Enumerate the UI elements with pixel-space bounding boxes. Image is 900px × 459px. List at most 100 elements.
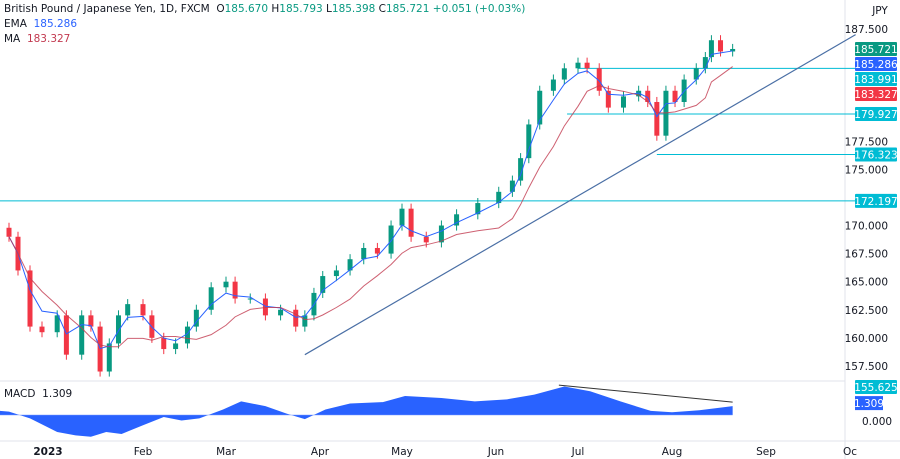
candle-body	[54, 315, 60, 333]
macd-area	[0, 386, 733, 437]
candle-body	[509, 180, 515, 192]
macd-value-tag	[855, 396, 883, 411]
candle-body	[693, 68, 699, 80]
y-tick-label: 157.500	[845, 361, 888, 373]
candle-body	[526, 124, 532, 159]
candle-body	[232, 281, 238, 299]
open-value: 185.670	[224, 3, 269, 15]
price-tag	[855, 41, 897, 56]
candle-body	[702, 57, 708, 69]
change-value: +0.051 (+0.03%)	[432, 3, 526, 15]
price-tag	[855, 86, 897, 101]
price-tag-label: 183.327	[854, 89, 897, 101]
candle-body	[645, 90, 651, 102]
x-tick-label: Feb	[134, 446, 153, 458]
macd-value-label: 1.309	[854, 398, 884, 410]
candle-body	[408, 208, 414, 237]
candle-body	[333, 270, 339, 277]
candle-body	[278, 309, 284, 316]
y-tick-label: 170.000	[845, 221, 888, 233]
candle-body	[718, 40, 724, 52]
candle-body	[262, 298, 268, 316]
y-tick-label: 165.000	[845, 277, 888, 289]
candle-body	[302, 315, 308, 327]
currency-label: JPY	[871, 5, 888, 17]
candle-body	[605, 90, 611, 108]
candle-body	[388, 225, 394, 254]
macd-legend[interactable]: MACD 1.309	[4, 388, 73, 400]
candle-body	[63, 315, 69, 355]
trendline	[304, 34, 856, 356]
price-tag	[855, 147, 897, 162]
candle-body	[361, 247, 367, 260]
candle-body	[347, 259, 353, 271]
price-tag-label: 185.286	[854, 59, 898, 71]
y-tick-label: 175.000	[845, 164, 888, 176]
candle-body	[550, 79, 556, 91]
chart-legend: British Pound / Japanese Yen, 1D, FXCM O…	[4, 2, 525, 47]
candle-body	[184, 326, 190, 344]
candle-body	[496, 191, 502, 204]
ma-legend[interactable]: MA 183.327	[4, 33, 71, 45]
candle-body	[88, 315, 94, 327]
price-tag	[855, 193, 897, 208]
x-tick-label: Apr	[311, 446, 330, 458]
candle-body	[518, 158, 524, 181]
price-tag	[855, 107, 897, 122]
candle-body	[374, 247, 380, 254]
y-tick-label: 167.500	[845, 249, 888, 261]
ma-line	[8, 66, 733, 348]
high-value: 185.793	[279, 3, 323, 15]
price-tag-label: 185.721	[854, 44, 897, 56]
y-tick-label: 177.500	[845, 136, 888, 148]
price-tag-label: 176.323	[854, 150, 897, 162]
symbol-readout: British Pound / Japanese Yen, 1D, FXCM O…	[4, 3, 526, 15]
price-tag-label: 183.991	[854, 74, 897, 86]
candle-body	[125, 304, 131, 316]
y-tick-label: 162.500	[845, 305, 888, 317]
candle-body	[320, 276, 326, 293]
candle-body	[708, 40, 714, 58]
ema-legend[interactable]: EMA 185.286	[4, 18, 77, 30]
candle-body	[39, 326, 45, 333]
candle-body	[6, 227, 12, 237]
candle-body	[106, 343, 112, 372]
ema-line	[8, 50, 733, 350]
candle-body	[115, 315, 121, 344]
candle-body	[399, 208, 405, 226]
x-tick-label: Mar	[216, 446, 236, 458]
macd-divergence-line	[558, 384, 733, 403]
candle-body	[208, 287, 214, 310]
x-tick-label: Sep	[756, 446, 776, 458]
candle-body	[247, 298, 253, 300]
x-tick-label: 2023	[33, 446, 62, 458]
candle-body	[193, 309, 199, 327]
price-tag-label: 179.927	[854, 109, 897, 121]
candle-body	[161, 337, 167, 350]
x-tick-label: May	[391, 446, 413, 458]
candle-body	[454, 214, 460, 226]
candle-body	[730, 48, 736, 52]
candle-body	[596, 68, 602, 91]
candle-body	[423, 236, 429, 243]
price-tag-label: 172.197	[854, 196, 897, 208]
symbol-title: British Pound / Japanese Yen, 1D, FXCM	[4, 3, 210, 15]
candle-body	[537, 90, 543, 125]
x-tick-label: Aug	[662, 446, 683, 458]
candle-body	[575, 62, 581, 69]
y-tick-label: 160.000	[845, 333, 888, 345]
price-tag-label: 155.625	[854, 382, 897, 394]
x-tick-label: Jul	[571, 446, 585, 458]
price-tag	[855, 379, 897, 394]
candle-body	[223, 281, 229, 288]
x-tick-label: Oc	[843, 446, 857, 458]
close-value: 185.721	[386, 3, 430, 15]
candle-body	[475, 203, 481, 215]
candle-body	[620, 96, 626, 108]
candle-body	[438, 225, 444, 243]
candle-body	[654, 101, 660, 136]
candle-body	[561, 68, 567, 80]
price-tag	[855, 71, 897, 86]
low-value: 185.398	[331, 3, 376, 15]
